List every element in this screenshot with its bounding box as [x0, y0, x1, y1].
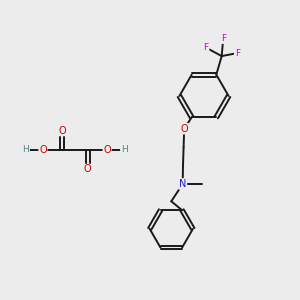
Text: N: N: [179, 179, 186, 189]
Text: F: F: [220, 34, 226, 43]
Text: O: O: [180, 124, 188, 134]
Text: O: O: [103, 145, 111, 155]
Text: H: H: [121, 146, 128, 154]
Text: H: H: [22, 146, 29, 154]
Text: O: O: [58, 125, 66, 136]
Text: F: F: [235, 49, 240, 58]
Text: O: O: [39, 145, 47, 155]
Text: O: O: [84, 164, 92, 175]
Text: F: F: [203, 43, 209, 52]
